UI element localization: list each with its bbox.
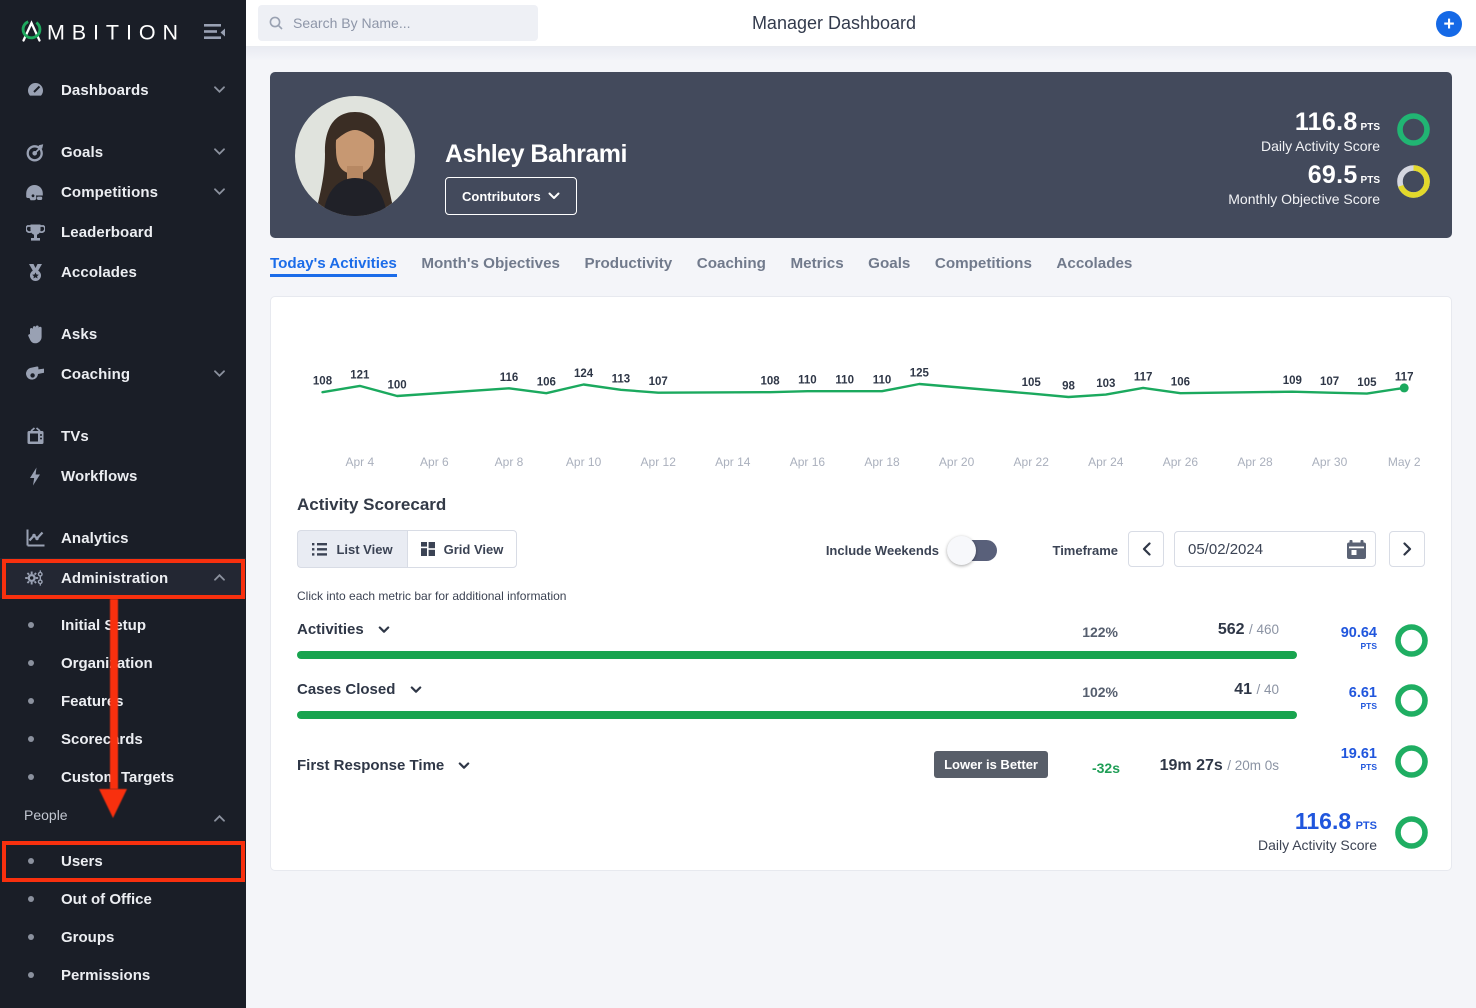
svg-text:109: 109 (1283, 375, 1302, 387)
svg-text:110: 110 (873, 375, 892, 387)
svg-text:121: 121 (350, 369, 370, 381)
svg-text:100: 100 (388, 380, 407, 392)
svg-text:105: 105 (1022, 377, 1042, 389)
svg-text:Apr 14: Apr 14 (715, 455, 751, 469)
svg-text:103: 103 (1096, 378, 1115, 390)
svg-text:Apr 30: Apr 30 (1312, 455, 1348, 469)
svg-text:May 2: May 2 (1388, 455, 1421, 469)
svg-text:117: 117 (1134, 371, 1153, 383)
svg-text:125: 125 (910, 368, 930, 380)
svg-text:124: 124 (574, 368, 594, 380)
svg-text:107: 107 (1320, 376, 1339, 388)
svg-text:105: 105 (1357, 377, 1377, 389)
svg-text:106: 106 (537, 377, 556, 389)
svg-text:Apr 26: Apr 26 (1163, 455, 1199, 469)
svg-text:Apr 18: Apr 18 (864, 455, 900, 469)
svg-text:113: 113 (612, 373, 631, 385)
svg-text:MBITION: MBITION (47, 21, 185, 45)
svg-text:108: 108 (313, 376, 333, 388)
svg-text:107: 107 (649, 376, 668, 388)
svg-text:Apr 4: Apr 4 (345, 455, 374, 469)
svg-text:Apr 6: Apr 6 (420, 455, 449, 469)
svg-text:Apr 28: Apr 28 (1237, 455, 1273, 469)
svg-text:Apr 22: Apr 22 (1014, 455, 1050, 469)
svg-text:Apr 24: Apr 24 (1088, 455, 1124, 469)
svg-text:Apr 16: Apr 16 (790, 455, 826, 469)
svg-text:98: 98 (1062, 381, 1075, 393)
svg-text:Apr 20: Apr 20 (939, 455, 975, 469)
svg-text:Apr 8: Apr 8 (495, 455, 524, 469)
svg-text:110: 110 (798, 375, 817, 387)
svg-text:106: 106 (1171, 377, 1190, 389)
svg-text:116: 116 (500, 372, 519, 384)
svg-text:Apr 12: Apr 12 (641, 455, 677, 469)
svg-text:117: 117 (1395, 371, 1414, 383)
svg-text:110: 110 (835, 375, 854, 387)
svg-text:108: 108 (761, 376, 781, 388)
svg-text:Apr 10: Apr 10 (566, 455, 602, 469)
